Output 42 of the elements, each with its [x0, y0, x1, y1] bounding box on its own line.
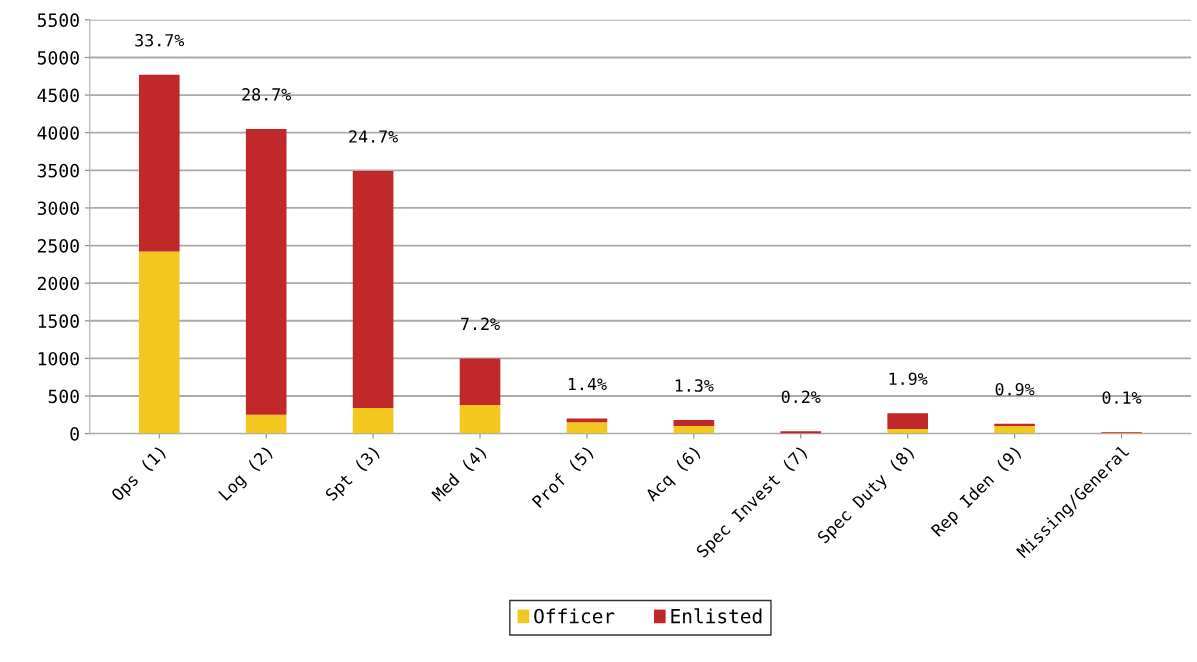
y-tick-label: 5000 — [37, 50, 79, 65]
bar — [887, 413, 928, 430]
x-tick-label: Log (2) — [217, 445, 276, 504]
bar — [994, 426, 1035, 434]
annotation: 1.4% — [568, 377, 607, 391]
bar — [459, 405, 501, 434]
x-tick-label: Acq (6) — [644, 445, 703, 505]
y-tick-label: 3500 — [37, 163, 79, 178]
annotation: 7.2% — [461, 317, 500, 330]
bar — [352, 408, 394, 434]
annotation: 33.7% — [135, 33, 185, 47]
x-tick-label: Ops (1) — [110, 445, 169, 504]
y-tick-label: 3000 — [37, 201, 79, 216]
annotation: 1.9% — [889, 372, 928, 386]
y-tick-label: 4000 — [37, 126, 79, 140]
annotation: 28.7% — [242, 88, 291, 101]
bar — [566, 422, 608, 434]
y-tick-label: 2000 — [37, 276, 79, 291]
annotation: 1.3% — [675, 379, 714, 392]
annotation: 24.7% — [349, 130, 398, 143]
bar — [352, 171, 394, 409]
y-tick-label: 1000 — [38, 351, 79, 366]
bar — [138, 251, 180, 434]
bar — [245, 414, 287, 434]
legend-label: Officer — [534, 608, 615, 624]
annotation: 0.2% — [781, 390, 821, 404]
annotation: 0.1% — [1102, 391, 1142, 404]
y-tick-label: 4500 — [37, 88, 79, 103]
y-tick-label: 5500 — [37, 13, 79, 28]
y-tick-label: 1500 — [38, 314, 79, 328]
annotation: 0.9% — [995, 382, 1035, 396]
bar — [459, 358, 501, 406]
x-tick-label: Spt (3) — [324, 445, 383, 504]
y-tick-label: 0 — [70, 427, 79, 441]
bar — [673, 426, 715, 434]
bar — [138, 74, 180, 252]
y-tick-label: 500 — [48, 389, 79, 404]
bar — [887, 429, 928, 434]
bar — [245, 128, 287, 415]
legend-label: Enlisted — [671, 608, 762, 624]
y-tick-label: 2500 — [37, 239, 79, 253]
bar — [673, 420, 715, 427]
